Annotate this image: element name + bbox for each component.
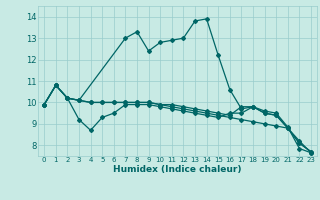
X-axis label: Humidex (Indice chaleur): Humidex (Indice chaleur) [113,165,242,174]
